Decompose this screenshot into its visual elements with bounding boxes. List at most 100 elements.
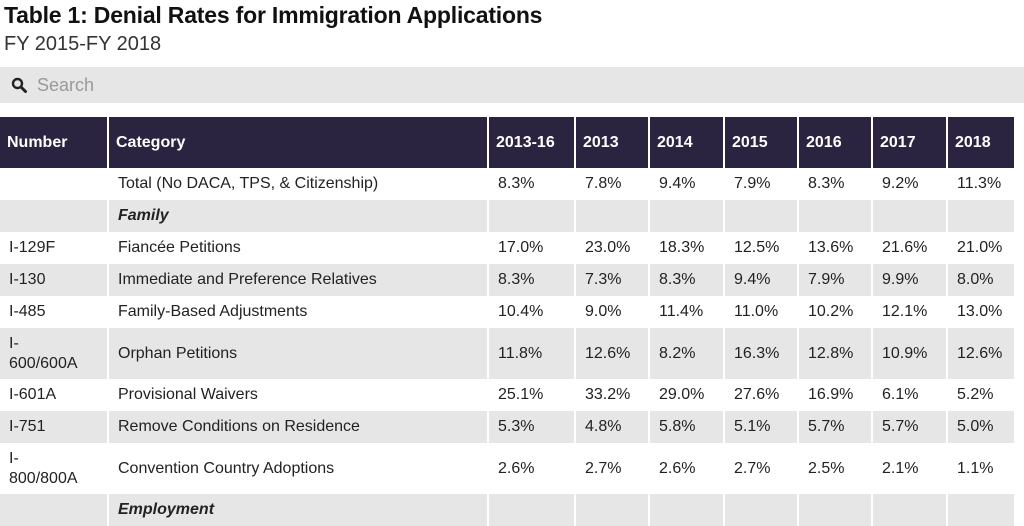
cell-number: I-130 <box>0 264 109 296</box>
cell-value <box>798 494 873 526</box>
column-header[interactable]: 2014 <box>649 117 725 168</box>
cell-value: 2.6% <box>488 443 576 494</box>
cell-value: 11.3% <box>957 175 1002 192</box>
cell-value <box>575 494 650 526</box>
column-header[interactable]: 2013 <box>575 117 650 168</box>
cell-value: 12.6% <box>575 328 650 379</box>
cell-category: Convention Country Adoptions <box>108 443 489 494</box>
table-row: I-601A Provisional Waivers 25.1% 33.2% 29.0%… <box>0 379 1014 411</box>
cell-value: 12.5% <box>724 232 799 264</box>
cell-value <box>872 494 948 526</box>
table-row: I-600/600A Orphan Petitions 11.8% 12.6% 8.2%… <box>0 328 1014 379</box>
cell-number: I-129F <box>0 232 109 264</box>
column-header[interactable]: 2018 <box>947 117 1014 168</box>
cell-number: I-751 <box>0 411 109 443</box>
cell-value: 16.3% <box>724 328 799 379</box>
cell-value: 9.0% <box>575 296 650 328</box>
cell-value: 21.0% <box>957 239 1003 256</box>
cell-value: 7.9% <box>798 264 873 296</box>
cell-value: 8.3% <box>488 168 576 200</box>
column-header[interactable]: 2017 <box>872 117 948 168</box>
cell-value: 2.5% <box>798 443 873 494</box>
table-row: I-800/800A Convention Country Adoptions 2.… <box>0 443 1014 494</box>
cell-category: Remove Conditions on Residence <box>108 411 489 443</box>
cell-value: 11.0% <box>724 296 799 328</box>
column-header[interactable]: 2016 <box>798 117 873 168</box>
cell-value: 13.6% <box>798 232 873 264</box>
cell-value: 5.7% <box>872 411 948 443</box>
cell-value: 4.8% <box>575 411 650 443</box>
cell-number <box>0 494 109 526</box>
column-header[interactable]: 2015 <box>724 117 799 168</box>
table-row: I-485 Family-Based Adjustments 10.4% 9.0% 11… <box>0 296 1014 328</box>
cell-value: 11.4% <box>649 296 725 328</box>
cell-value: 23.0% <box>575 232 650 264</box>
cell-value: 8.3% <box>649 264 725 296</box>
cell-value: 9.9% <box>872 264 948 296</box>
cell-value: 13.0% <box>957 303 1003 320</box>
cell-value: 1.1% <box>957 459 994 477</box>
cell-value: 10.2% <box>798 296 873 328</box>
cell-category: Total (No DACA, TPS, & Citizenship) <box>108 168 489 200</box>
cell-value: 2.7% <box>575 443 650 494</box>
cell-value: 8.0% <box>947 264 1014 296</box>
cell-number <box>0 200 109 232</box>
cell-category: Fiancée Petitions <box>108 232 489 264</box>
cell-value: 33.2% <box>575 379 650 411</box>
cell-value: 5.7% <box>798 411 873 443</box>
cell-value <box>947 494 1014 526</box>
cell-value: 7.9% <box>724 168 799 200</box>
cell-value: 12.8% <box>798 328 873 379</box>
table-row: Total (No DACA, TPS, & Citizenship) 8.3% 7… <box>0 168 1014 200</box>
cell-number: I-600/600A <box>0 328 109 379</box>
cell-number-text: I-800/800A <box>9 449 78 487</box>
cell-number: I-485 <box>0 296 109 328</box>
cell-value: 29.0% <box>649 379 725 411</box>
cell-value <box>947 200 1014 232</box>
search-input[interactable] <box>35 73 939 97</box>
cell-value: 7.3% <box>575 264 650 296</box>
cell-category: Family <box>108 200 489 232</box>
cell-value: 12.6% <box>947 328 1014 379</box>
cell-number: I-800/800A <box>0 443 109 494</box>
cell-value <box>724 494 799 526</box>
cell-value: 27.6% <box>724 379 799 411</box>
cell-category: Provisional Waivers <box>108 379 489 411</box>
cell-value: 9.2% <box>872 168 948 200</box>
cell-category: Family-Based Adjustments <box>108 296 489 328</box>
page-title: Table 1: Denial Rates for Immigration Ap… <box>4 2 543 28</box>
cell-value: 10.4% <box>488 296 576 328</box>
cell-value: 9.4% <box>649 168 725 200</box>
cell-value: 5.0% <box>947 411 1014 443</box>
cell-value: 2.6% <box>649 443 725 494</box>
cell-number: I-601A <box>0 379 109 411</box>
column-header[interactable]: Number <box>0 117 109 168</box>
cell-value: 17.0% <box>488 232 576 264</box>
column-header[interactable]: 2013-16 <box>488 117 576 168</box>
cell-value <box>798 200 873 232</box>
cell-value <box>872 200 948 232</box>
cell-value: 2.7% <box>724 443 799 494</box>
cell-value: 5.3% <box>488 411 576 443</box>
cell-value: 12.1% <box>872 296 948 328</box>
cell-value: 5.2% <box>957 386 994 403</box>
cell-category: Immediate and Preference Relatives <box>108 264 489 296</box>
cell-value: 25.1% <box>488 379 576 411</box>
cell-value: 16.9% <box>798 379 873 411</box>
search-bar[interactable] <box>0 67 1024 103</box>
cell-category: Orphan Petitions <box>108 328 489 379</box>
section-row: Family <box>0 200 1014 232</box>
data-table: Number Category 2013-16 2013 2014 2015 2016 201… <box>0 117 1014 526</box>
table-row: I-751 Remove Conditions on Residence 5.3% 4… <box>0 411 1014 443</box>
cell-value <box>488 200 576 232</box>
cell-value <box>724 200 799 232</box>
cell-value <box>575 200 650 232</box>
table-row: I-129F Fiancée Petitions 17.0% 23.0% 18.3% 12… <box>0 232 1014 264</box>
cell-value: 5.8% <box>649 411 725 443</box>
cell-value: 18.3% <box>649 232 725 264</box>
cell-value: 10.9% <box>872 328 948 379</box>
cell-value: 7.8% <box>575 168 650 200</box>
cell-number-text: I-600/600A <box>9 334 78 372</box>
cell-value: 6.1% <box>872 379 948 411</box>
column-header[interactable]: Category <box>108 117 489 168</box>
